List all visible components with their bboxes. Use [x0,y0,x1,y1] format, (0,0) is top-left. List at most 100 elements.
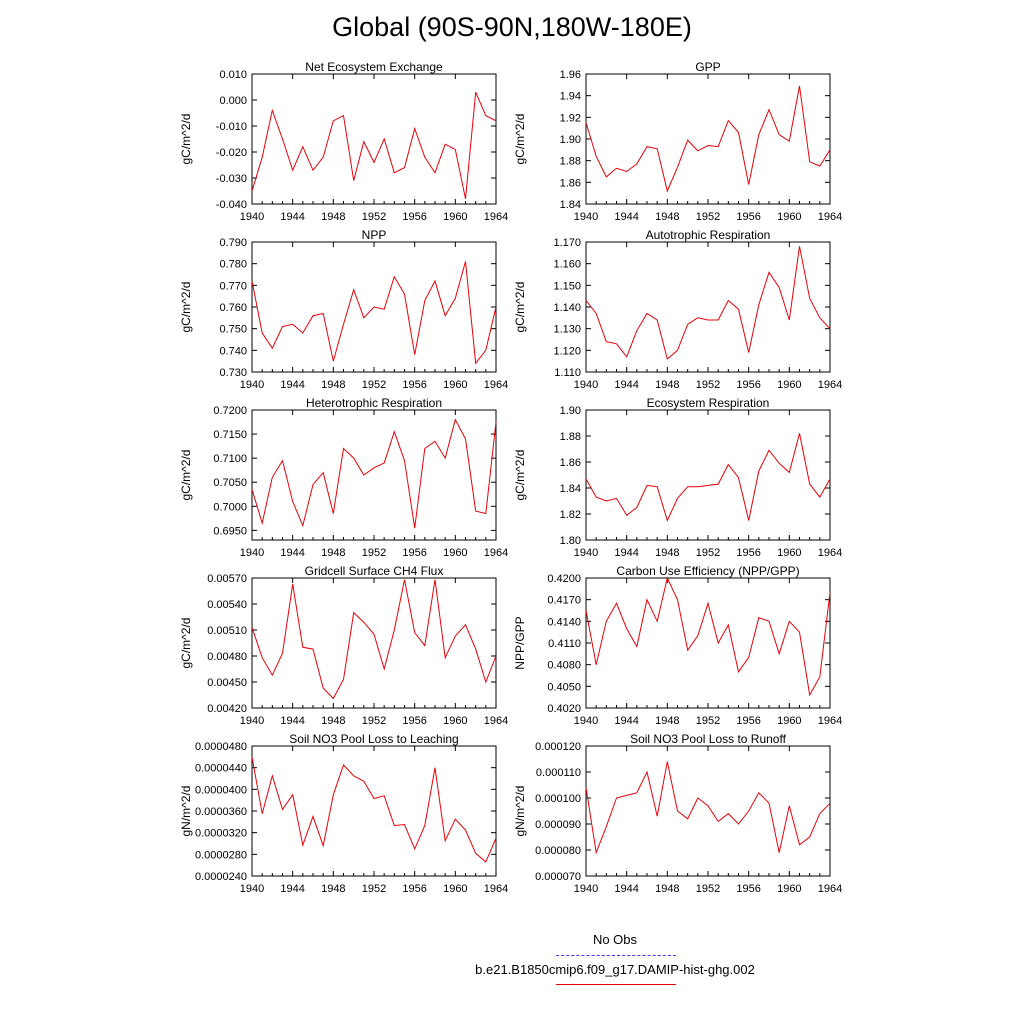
chart-title: Net Ecosystem Exchange [305,60,443,74]
series-line [251,756,497,863]
x-tick-label: 1940 [240,883,264,895]
chart-title: Gridcell Surface CH4 Flux [305,564,444,578]
x-tick-label: 1944 [614,211,638,223]
x-tick-label: 1960 [777,211,801,223]
x-tick-label: 1952 [696,379,720,391]
x-tick-label: 1964 [484,883,508,895]
x-tick-label: 1956 [402,883,426,895]
y-tick-label: 1.90 [560,134,581,146]
chart-title: Ecosystem Respiration [647,396,770,410]
x-tick-label: 1944 [280,379,304,391]
series-line [251,418,497,529]
y-tick-label: 1.130 [553,324,581,336]
y-tick-label: 0.000110 [536,767,581,779]
x-tick-label: 1944 [614,547,638,559]
y-axis-label: gC/m^2/d [179,114,193,165]
y-tick-label: 1.160 [553,259,581,271]
x-tick-label: 1948 [655,379,679,391]
series-line [585,85,831,193]
y-tick-label: 0.000120 [535,741,581,753]
x-tick-label: 1964 [484,379,508,391]
x-tick-label: 1964 [818,211,842,223]
x-tick-label: 1944 [280,883,304,895]
x-tick-label: 1960 [443,547,467,559]
plot-frame [251,409,497,541]
y-tick-label: 0.00540 [207,599,247,611]
y-tick-label: 0.4020 [547,703,581,715]
x-tick-label: 1952 [362,379,386,391]
chart-panel-5: Heterotrophic Respiration gC/m^2/d 1940 194… [179,396,508,559]
chart-panel-10: Soil NO3 Pool Loss to Runoff gN/m^2/d 1940… [513,732,842,895]
plot-frame [251,73,497,205]
x-tick-label: 1944 [614,715,638,727]
series-line [585,246,831,360]
x-tick-label: 1960 [777,883,801,895]
x-tick-label: 1964 [818,883,842,895]
y-tick-label: 0.000100 [535,793,581,805]
x-tick-label: 1948 [321,715,345,727]
x-tick-label: 1944 [614,379,638,391]
legend-model-line [556,984,676,985]
y-tick-label: 1.88 [560,431,581,443]
y-tick-label: 0.7200 [213,405,247,417]
y-tick-label: 1.170 [553,237,581,249]
y-tick-label: 0.780 [219,259,247,271]
x-tick-label: 1952 [696,715,720,727]
x-tick-label: 1956 [736,547,760,559]
x-tick-label: 1944 [280,715,304,727]
y-tick-label: 0.7100 [213,453,247,465]
y-tick-label: 1.86 [560,457,581,469]
x-tick-label: 1956 [402,715,426,727]
x-tick-label: 1964 [484,547,508,559]
y-tick-label: 0.000090 [535,819,581,831]
y-tick-label: 0.0000240 [195,871,247,883]
x-tick-label: 1952 [362,883,386,895]
y-axis-label: gC/m^2/d [179,618,193,669]
y-tick-label: 0.00420 [207,703,247,715]
x-tick-label: 1940 [574,379,598,391]
x-tick-label: 1964 [818,715,842,727]
x-tick-label: 1948 [321,211,345,223]
x-tick-label: 1956 [402,547,426,559]
y-tick-label: -0.010 [216,121,247,133]
y-axis-label: gC/m^2/d [179,282,193,333]
y-tick-label: 0.7150 [213,429,247,441]
y-tick-label: 0.6950 [213,525,247,537]
plot-frame [585,73,831,205]
y-tick-label: -0.020 [216,147,247,159]
y-tick-label: 1.82 [560,509,581,521]
chart-panel-7: Gridcell Surface CH4 Flux gC/m^2/d 1940 194… [179,564,508,727]
chart-panel-8: Carbon Use Efficiency (NPP/GPP) NPP/GPP 19… [513,564,842,727]
x-tick-label: 1948 [321,883,345,895]
y-tick-label: 0.0000280 [195,849,247,861]
x-tick-label: 1960 [443,883,467,895]
y-tick-label: 0.0000480 [195,741,247,753]
chart-title: Soil NO3 Pool Loss to Leaching [289,732,458,746]
y-tick-label: 1.84 [560,199,581,211]
chart-title: GPP [695,60,720,74]
series-line [251,579,497,700]
x-tick-label: 1960 [443,211,467,223]
y-tick-label: 1.80 [560,535,581,547]
y-tick-label: 1.120 [553,345,581,357]
x-tick-label: 1960 [777,715,801,727]
x-tick-label: 1940 [574,547,598,559]
x-tick-label: 1944 [280,211,304,223]
y-tick-label: 0.4050 [547,681,581,693]
x-tick-label: 1960 [443,379,467,391]
y-tick-label: 0.760 [219,302,247,314]
plot-frame [251,577,497,709]
x-tick-label: 1940 [574,211,598,223]
legend-obs-line [556,955,676,956]
x-tick-label: 1952 [696,883,720,895]
y-tick-label: 0.000080 [535,845,581,857]
x-tick-label: 1948 [655,883,679,895]
x-tick-label: 1940 [240,715,264,727]
x-tick-label: 1944 [280,547,304,559]
chart-panel-1: Net Ecosystem Exchange gC/m^2/d 1940 1944 19… [179,60,508,223]
y-tick-label: 0.00450 [207,677,247,689]
y-tick-label: 0.0000400 [195,784,247,796]
y-tick-label: 1.150 [553,280,581,292]
y-tick-label: 0.000 [219,95,247,107]
